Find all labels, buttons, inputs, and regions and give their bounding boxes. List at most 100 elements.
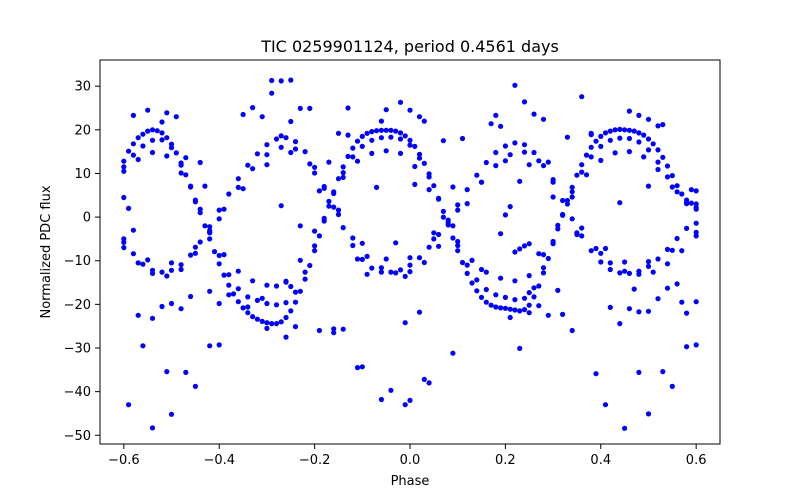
data-point <box>655 296 661 302</box>
data-point <box>140 261 146 267</box>
data-point <box>660 122 666 128</box>
data-point <box>393 128 399 134</box>
data-point <box>569 216 575 222</box>
data-point <box>254 297 260 303</box>
data-point <box>288 149 294 156</box>
data-point <box>145 257 151 263</box>
data-point <box>426 174 432 180</box>
data-point <box>426 244 432 250</box>
data-point <box>416 114 423 120</box>
data-point <box>617 270 623 276</box>
data-point <box>421 160 427 166</box>
data-point <box>626 127 633 133</box>
data-point <box>245 304 251 310</box>
data-point <box>498 305 504 311</box>
data-point <box>283 279 289 285</box>
data-point <box>278 133 284 139</box>
y-axis-ticks: 30 20 10 0 −10 −20 −30 −40 −50 <box>64 80 100 444</box>
data-point <box>540 270 547 276</box>
data-point <box>378 118 384 124</box>
data-point <box>645 411 652 417</box>
data-point <box>540 252 547 258</box>
data-point <box>560 197 566 204</box>
data-point <box>168 411 175 417</box>
data-point <box>135 135 141 141</box>
data-point <box>569 327 575 334</box>
data-point <box>579 162 585 168</box>
data-point <box>483 286 489 293</box>
data-point <box>316 327 322 334</box>
data-point <box>693 229 699 235</box>
data-point <box>507 314 513 321</box>
data-point <box>598 250 604 256</box>
data-point <box>197 159 203 166</box>
data-point <box>226 282 232 288</box>
data-point <box>178 170 184 176</box>
data-point <box>478 294 485 300</box>
data-point <box>240 111 246 118</box>
data-point <box>498 231 504 237</box>
data-point <box>130 152 136 158</box>
data-point <box>645 259 652 265</box>
data-point <box>278 203 284 209</box>
data-point <box>359 133 365 139</box>
data-point <box>250 314 256 320</box>
data-point <box>168 145 175 151</box>
data-point <box>378 269 384 275</box>
data-point <box>664 174 671 180</box>
data-point <box>459 135 466 142</box>
data-point <box>440 208 446 214</box>
data-point <box>183 172 189 178</box>
data-point <box>550 194 556 200</box>
data-point <box>602 130 609 136</box>
data-point <box>693 206 699 212</box>
data-point <box>416 151 423 157</box>
data-point <box>617 200 623 206</box>
data-point <box>159 119 165 125</box>
data-point <box>354 158 361 164</box>
data-point <box>469 257 475 263</box>
data-point <box>149 315 156 321</box>
data-point <box>259 295 265 301</box>
data-point <box>521 243 528 249</box>
data-point <box>121 194 127 201</box>
data-point <box>335 211 342 218</box>
data-point <box>607 260 613 266</box>
data-point <box>350 154 356 160</box>
data-point <box>364 253 370 259</box>
data-point <box>450 350 456 356</box>
data-point <box>550 238 556 245</box>
data-point <box>216 300 222 307</box>
data-point <box>636 139 642 145</box>
data-point <box>502 305 508 311</box>
data-point <box>364 130 370 136</box>
data-point <box>307 262 313 269</box>
data-point <box>645 116 652 122</box>
data-point <box>622 268 628 274</box>
data-point <box>679 299 685 305</box>
data-point <box>517 178 523 184</box>
data-point <box>517 308 523 314</box>
data-point <box>130 112 136 118</box>
data-point <box>397 136 404 142</box>
data-point <box>593 138 599 144</box>
data-point <box>207 288 213 294</box>
data-point <box>512 140 518 146</box>
data-point <box>345 105 351 111</box>
data-point <box>555 222 561 228</box>
data-point <box>374 184 380 190</box>
data-point <box>340 174 346 180</box>
data-point <box>273 283 280 289</box>
data-point <box>502 143 508 149</box>
y-tick-label: 10 <box>74 167 91 182</box>
data-point <box>588 248 594 254</box>
data-point <box>617 321 623 327</box>
data-point <box>426 380 432 386</box>
data-point <box>626 108 633 114</box>
data-point <box>450 184 456 190</box>
data-point <box>455 207 461 213</box>
data-point <box>331 190 337 197</box>
data-point <box>521 149 528 155</box>
data-point <box>397 150 404 156</box>
data-point <box>192 250 198 256</box>
